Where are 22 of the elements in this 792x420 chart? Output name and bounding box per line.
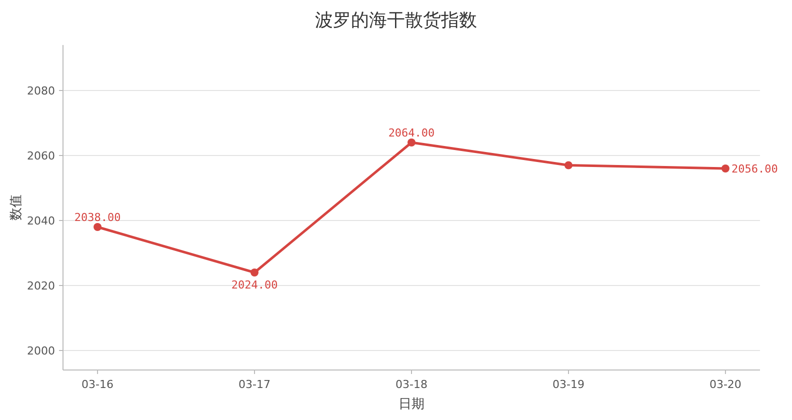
point [94,223,102,231]
data-label: 2056.00 [731,162,778,176]
y-axis-title: 数值 [9,194,24,220]
data-label: 2064.00 [388,126,435,140]
y-tick-label: 2040 [27,214,55,228]
x-axis-title: 日期 [398,397,424,412]
x-tick-label: 03-17 [238,378,270,391]
x-tick-label: 03-16 [82,378,114,391]
point [250,268,259,276]
x-tick-label: 03-20 [709,378,742,391]
y-tick-label: 2000 [27,344,55,358]
point [721,164,730,172]
data-label: 2038.00 [74,211,121,224]
chart-title: 波罗的海干散货指数 [315,10,477,31]
x-tick-label: 03-19 [552,378,584,391]
y-tick-label: 2080 [27,84,55,98]
y-tick-label: 2060 [27,150,55,162]
point [564,161,572,170]
data-label: 2024.00 [231,278,278,292]
y-tick-label: 2020 [27,280,55,292]
x-tick-label: 03-18 [396,378,428,391]
point [408,138,416,146]
